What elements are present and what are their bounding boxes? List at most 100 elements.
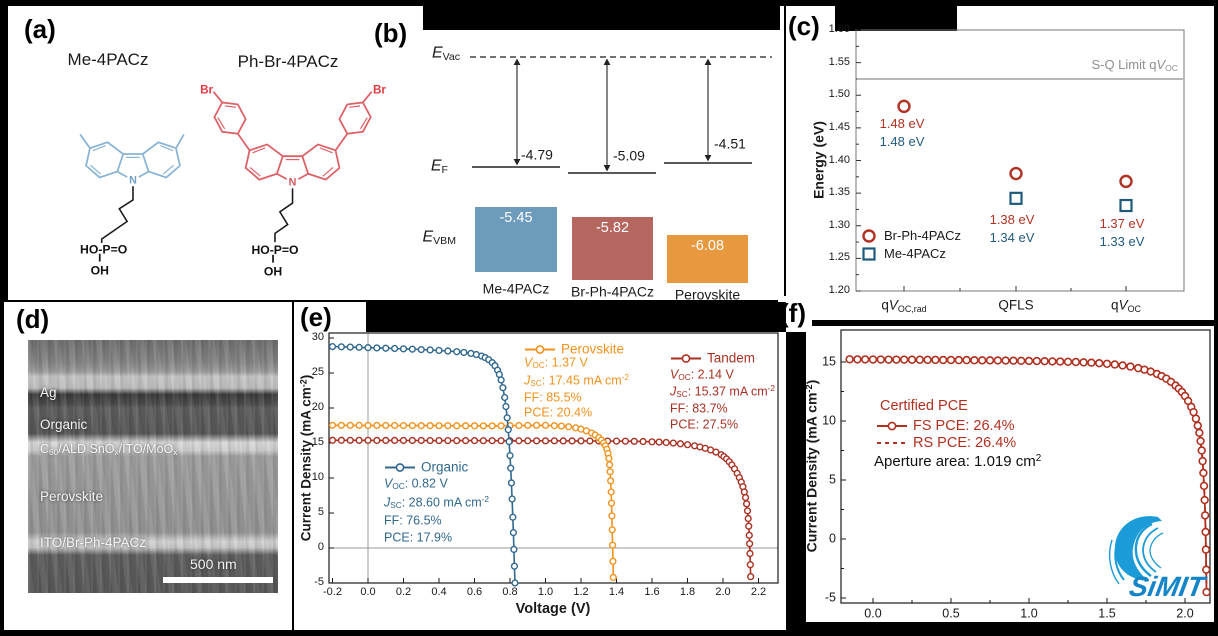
c-ytick: 1.60 [828,23,850,36]
jv-marker [1198,456,1207,466]
molecule-1-title: Me-4PACz [67,49,149,69]
f-ytick: 0 [829,531,836,546]
vbm-bar [572,217,653,280]
jv-marker [915,355,924,364]
c-value-red: 1.38 eV [989,211,1035,227]
c-ylabel: Energy (eV) [810,121,827,199]
jv-marker [1063,357,1073,366]
jv-marker [373,436,381,445]
jv-marker [346,436,354,444]
evac-label: EVac [431,44,460,63]
f-xtick: 1.0 [1020,606,1038,621]
jv-marker [391,344,399,353]
f-xtick: 0.0 [864,606,882,621]
gap-top-b [423,6,780,30]
panel-c-label: (c) [788,11,820,41]
e-legend-organic: Organic [384,460,468,475]
jv-marker [1200,495,1209,505]
me-4pacz-point [1119,198,1133,213]
e-xtick: 1.8 [679,586,696,599]
e-legend-perovskite: Perovskite [524,342,624,357]
jv-marker [1087,358,1096,367]
e-ytick: 20 [311,401,324,414]
f-ytick: 5 [829,472,836,487]
jv-marker [1024,356,1034,366]
jv-marker [462,422,470,430]
e-stat: JSC: 17.45 mA cm-2 [524,373,629,389]
e-ytick: 15 [311,436,324,449]
c-category-label: qVOC,rad [881,297,927,314]
panel-d-label: (d) [16,304,50,334]
jv-marker [444,347,452,355]
jv-marker [460,348,468,357]
jv-marker [373,344,381,352]
legend-label: FS PCE: 26.4% [913,418,1015,434]
jv-marker [511,579,519,587]
jv-marker [923,355,932,365]
jv-marker [586,437,594,445]
c-legend-red: Br-Ph-4PACz [884,227,962,243]
jv-marker [382,436,390,445]
jv-marker [426,436,434,445]
e-xtick: 0.8 [502,586,518,599]
e-xtick: 1.6 [644,586,660,599]
jv-marker [608,541,617,549]
jv-marker [503,414,511,422]
jv-marker [1199,468,1208,478]
legend-marker-icon [877,442,907,444]
panel-a-label: (a) [24,14,56,44]
jv-marker [609,573,617,582]
br-ph-4pacz-point [1119,174,1133,189]
jv-marker [550,422,558,430]
jv-marker [1202,587,1211,597]
jv-marker [1193,421,1202,430]
legend-marker-icon [385,462,415,472]
c-ytick: 1.50 [828,88,850,101]
sq-limit-label: S-Q Limit qVOC [1091,56,1178,74]
jv-marker [1118,361,1127,370]
jv-marker [364,344,372,352]
f-ytick: 15 [822,354,836,369]
jv-marker [985,356,995,365]
nitrogen-atom-label: N [129,174,137,186]
vbm-bar [667,235,748,283]
jv-marker [364,421,372,430]
f-ytick: -5 [824,590,836,605]
jv-marker [426,422,434,430]
logo-text: SiMIT [1127,570,1208,602]
c-ytick: 1.20 [828,284,850,297]
jv-marker [444,436,452,445]
jv-marker [504,426,512,434]
bromine-left-label: Br [200,84,213,97]
c-legend-blue: Me-4PACz [884,245,946,261]
jv-marker [559,437,567,445]
jv-marker [630,437,638,445]
jv-marker [606,468,614,476]
jv-marker [507,479,516,487]
e-stat: PCE: 20.4% [524,405,593,420]
jv-marker [609,557,617,565]
jv-marker [510,545,518,554]
jv-marker [506,452,514,460]
jv-marker [1094,358,1104,368]
f-ytick: 10 [822,413,836,428]
jv-marker [509,513,517,521]
jv-marker [1048,357,1057,366]
jv-marker [488,422,496,430]
e-legend-tandem: Tandem [670,351,755,366]
jv-marker [399,421,408,430]
jv-marker [648,438,656,446]
panel-ab-background [8,6,784,300]
c-ytick: 1.40 [828,153,850,166]
jv-marker [741,493,750,502]
logo-swirl [1114,516,1162,581]
sem-layer-label: ITO/Br-Ph-4PACz [40,535,147,550]
jv-marker [453,437,461,445]
e-stat: VOC: 0.82 V [384,476,448,492]
jv-marker [408,436,416,445]
phosphonic-group-label: HO-P=O [80,243,127,257]
legend-label: RS PCE: 26.4% [913,435,1017,451]
jv-marker [507,464,515,472]
jv-marker [1079,358,1088,367]
